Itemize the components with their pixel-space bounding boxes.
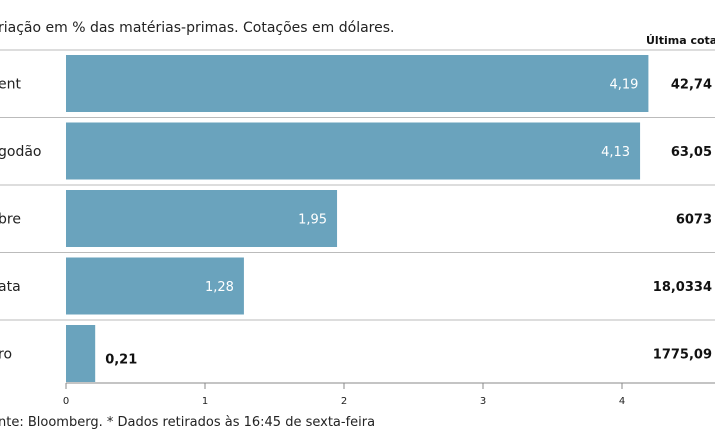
chart-rows: ent 4,19 42,74 godão 4,13 63,05 bre 1,95 6073 ata…	[0, 49, 715, 382]
bar-3	[66, 257, 244, 315]
value-label-3: 1,28	[205, 280, 234, 295]
x-tick-label-1: 1	[202, 396, 208, 407]
x-tick-label-0: 0	[63, 396, 69, 407]
category-label-3: ata	[0, 279, 21, 295]
x-axis-ticks: 0 1 2 3 4	[63, 383, 625, 407]
value-label-1: 4,13	[601, 145, 630, 160]
category-label-1: godão	[0, 144, 41, 160]
x-tick-label-4: 4	[619, 396, 625, 407]
value-label-0: 4,19	[609, 78, 638, 93]
last-quote-header: Última cotaç	[646, 34, 715, 47]
bar-2	[66, 190, 338, 247]
chart-subtitle: riação em % das matérias-primas. Cotaçõe…	[0, 20, 394, 36]
last-quote-3: 18,0334	[653, 280, 712, 295]
value-label-4: 0,21	[105, 353, 137, 368]
value-label-2: 1,95	[298, 213, 327, 228]
last-quote-0: 42,74	[671, 78, 712, 93]
source-footer: nte: Bloomberg. * Dados retirados às 16:…	[0, 415, 375, 430]
x-tick-label-2: 2	[341, 396, 347, 407]
category-label-0: ent	[0, 77, 21, 93]
last-quote-2: 6073	[676, 213, 712, 228]
bar-0	[66, 55, 649, 112]
last-quote-1: 63,05	[671, 145, 712, 160]
x-tick-label-3: 3	[480, 396, 486, 407]
category-label-4: ro	[0, 347, 12, 363]
last-quote-4: 1775,09	[653, 348, 712, 363]
bar-4	[66, 325, 96, 382]
category-label-2: bre	[0, 212, 21, 228]
bar-1	[66, 122, 641, 180]
